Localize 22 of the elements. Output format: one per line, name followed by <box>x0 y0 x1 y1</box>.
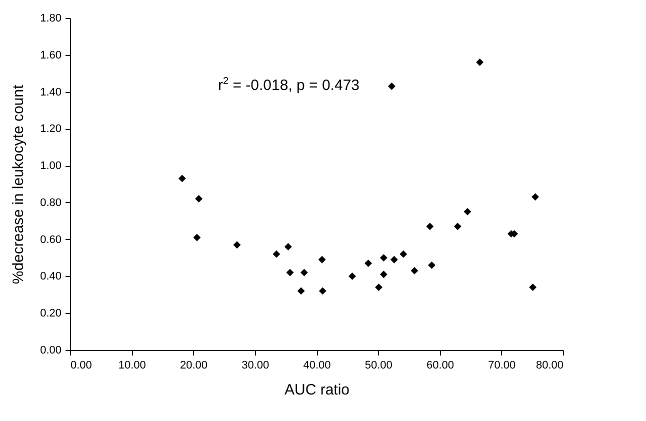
y-tick-label: 0.00 <box>40 344 62 356</box>
x-tick-label: 50.00 <box>364 360 392 372</box>
x-tick-label: 10.00 <box>118 360 146 372</box>
y-tick-label: 0.40 <box>40 270 62 283</box>
x-tick-label: 60.00 <box>426 360 454 372</box>
y-tick-label: 1.20 <box>40 123 62 136</box>
y-tick-label: 1.00 <box>40 160 62 172</box>
y-tick-label: 1.60 <box>40 49 62 62</box>
y-axis-title: %decrease in leukocyte count <box>10 84 28 284</box>
y-tick-label: 0.20 <box>40 308 62 320</box>
y-tick-label: 1.40 <box>40 86 62 98</box>
x-tick-label: 40.00 <box>303 360 331 372</box>
y-tick-label: 1.80 <box>40 12 62 24</box>
x-tick-label: 30.00 <box>242 360 270 372</box>
x-tick-label: 80.00 <box>536 360 564 372</box>
x-tick-label: 0.00 <box>70 360 92 372</box>
x-tick-label: 70.00 <box>488 360 516 372</box>
annotation: r$^{2}$ = -0.018, p = 0.473 <box>218 76 360 94</box>
y-tick-label: 0.60 <box>40 234 62 246</box>
x-tick-label: 20.00 <box>180 360 208 372</box>
y-tick-label: 0.80 <box>40 196 62 209</box>
x-axis-title: AUC ratio <box>284 382 350 398</box>
